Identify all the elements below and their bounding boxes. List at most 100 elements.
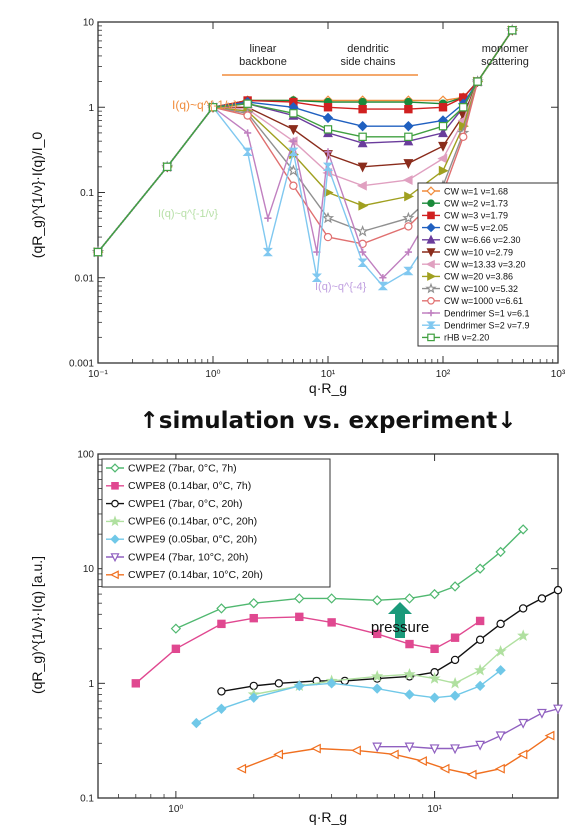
legend-label: CW w=2 ν=1.73 bbox=[444, 199, 508, 209]
data-point bbox=[356, 180, 367, 191]
legend-item: CW w=10 ν=2.79 bbox=[422, 247, 513, 257]
legend-item: rHB ν=2.20 bbox=[422, 333, 489, 343]
series-rhb-2-20 bbox=[93, 26, 517, 257]
data-point bbox=[404, 97, 413, 107]
legend-marker bbox=[110, 463, 120, 473]
data-point bbox=[322, 162, 334, 172]
data-point bbox=[429, 744, 440, 755]
data-point bbox=[438, 127, 448, 138]
bottom-annotations: pressure bbox=[371, 602, 429, 638]
legend-label: CWPE7 (0.14bar, 10°C, 20h) bbox=[128, 569, 263, 581]
legend-item: CW w=1 ν=1.68 bbox=[422, 186, 508, 196]
data-point bbox=[359, 248, 367, 256]
data-point bbox=[357, 120, 368, 132]
legend-marker bbox=[426, 321, 436, 329]
y-tick-label: 0.01 bbox=[75, 273, 95, 284]
data-point bbox=[216, 603, 227, 614]
x-tick-label: 10⁰ bbox=[205, 369, 220, 380]
legend-marker bbox=[109, 515, 121, 527]
data-point bbox=[357, 162, 368, 173]
bottom-axis-ticks: 10⁰ 10¹ 0.1 1 10 100 bbox=[77, 450, 559, 815]
data-point bbox=[402, 175, 413, 185]
data-point bbox=[322, 112, 334, 124]
data-point bbox=[244, 129, 252, 137]
data-point bbox=[473, 77, 482, 86]
bottom-y-axis-label: (qR_g)^{1/ν}·I(q) [a.u.] bbox=[29, 556, 45, 694]
data-point bbox=[450, 633, 460, 642]
legend-marker bbox=[427, 296, 435, 305]
x-tick-label: 10⁻¹ bbox=[88, 369, 108, 380]
data-point bbox=[289, 181, 298, 190]
legend-marker bbox=[426, 234, 436, 244]
data-point bbox=[358, 200, 369, 211]
data-point bbox=[295, 612, 304, 622]
data-point bbox=[170, 623, 182, 634]
legend-label: CWPE6 (0.14bar, 0°C, 20h) bbox=[128, 516, 257, 528]
data-point bbox=[494, 645, 507, 657]
data-point bbox=[438, 121, 448, 131]
data-point bbox=[404, 248, 412, 256]
data-point bbox=[403, 667, 416, 680]
legend-item: CWPE4 (7bar, 10°C, 20h) bbox=[106, 551, 248, 563]
power-law-low-annotation: I(q)~q^{-4} bbox=[315, 281, 367, 293]
x-tick-label: 10² bbox=[436, 369, 451, 380]
data-point bbox=[517, 629, 530, 641]
legend-label: CW w=20 ν=3.86 bbox=[444, 272, 513, 282]
data-point bbox=[323, 232, 333, 242]
data-point bbox=[438, 141, 448, 152]
legend-item: CW w=6.66 ν=2.30 bbox=[422, 234, 521, 245]
legend-item: CW w=3 ν=1.79 bbox=[422, 211, 508, 221]
x-tick-label: 10¹ bbox=[321, 369, 336, 380]
data-point bbox=[537, 594, 547, 603]
legend-marker bbox=[110, 534, 120, 544]
data-point bbox=[403, 266, 414, 276]
legend-label: CW w=5 ν=2.05 bbox=[444, 223, 508, 233]
data-point bbox=[402, 211, 415, 224]
data-point bbox=[340, 676, 350, 686]
y-tick-label: 0.001 bbox=[69, 359, 94, 370]
y-tick-label: 1 bbox=[88, 679, 94, 690]
legend-marker bbox=[109, 570, 119, 580]
top-y-axis-label: (qR_g)^{1/ν}·I(q)/I_0 bbox=[29, 132, 45, 259]
legend-label: CW w=1000 ν=6.61 bbox=[444, 296, 523, 306]
legend-marker bbox=[426, 222, 436, 233]
data-point bbox=[495, 546, 506, 558]
series-line bbox=[97, 106, 444, 287]
data-point bbox=[242, 147, 253, 157]
data-point bbox=[496, 619, 505, 629]
top-legend: CW w=1 ν=1.68 CW w=2 ν=1.73 CW w=3 ν=1.79 C… bbox=[417, 182, 559, 347]
series-dendrimer-s-2-7-9 bbox=[92, 103, 449, 291]
data-point bbox=[404, 104, 413, 114]
legend-marker bbox=[427, 333, 435, 342]
legend-label: Dendrimer S=2 ν=7.9 bbox=[444, 321, 530, 331]
data-point bbox=[430, 644, 439, 654]
series-cwpe1-7bar-0-c-20h bbox=[217, 585, 563, 696]
data-point bbox=[274, 679, 284, 688]
x-tick-label: 10³ bbox=[551, 369, 566, 380]
series-cwpe7-0-14bar-10-c-20h bbox=[236, 730, 555, 780]
data-point bbox=[450, 744, 460, 755]
legend-item: CWPE1 (7bar, 0°C, 20h) bbox=[106, 498, 243, 510]
data-point bbox=[403, 159, 414, 169]
series-cwpe2-7bar-0-c-7h bbox=[170, 524, 529, 634]
divider-caption: ↑simulation vs. experiment↓ bbox=[139, 408, 516, 434]
legend-marker bbox=[425, 259, 435, 269]
legend-marker bbox=[110, 553, 120, 563]
legend-item: CWPE7 (0.14bar, 10°C, 20h) bbox=[106, 569, 263, 581]
legend-marker bbox=[111, 482, 119, 490]
legend-item: CWPE2 (7bar, 0°C, 7h) bbox=[106, 462, 237, 474]
data-point bbox=[474, 563, 486, 574]
data-point bbox=[356, 224, 369, 237]
data-point bbox=[289, 109, 298, 118]
data-point bbox=[131, 679, 141, 688]
data-point bbox=[403, 120, 414, 132]
data-point bbox=[474, 680, 486, 692]
series-line bbox=[253, 635, 524, 696]
data-point bbox=[357, 258, 368, 267]
data-point bbox=[553, 585, 563, 595]
data-point bbox=[475, 635, 485, 644]
legend-label: CWPE1 (7bar, 0°C, 20h) bbox=[128, 498, 243, 510]
top-plot-series bbox=[91, 23, 519, 291]
data-point bbox=[289, 137, 297, 145]
data-point bbox=[323, 103, 333, 112]
